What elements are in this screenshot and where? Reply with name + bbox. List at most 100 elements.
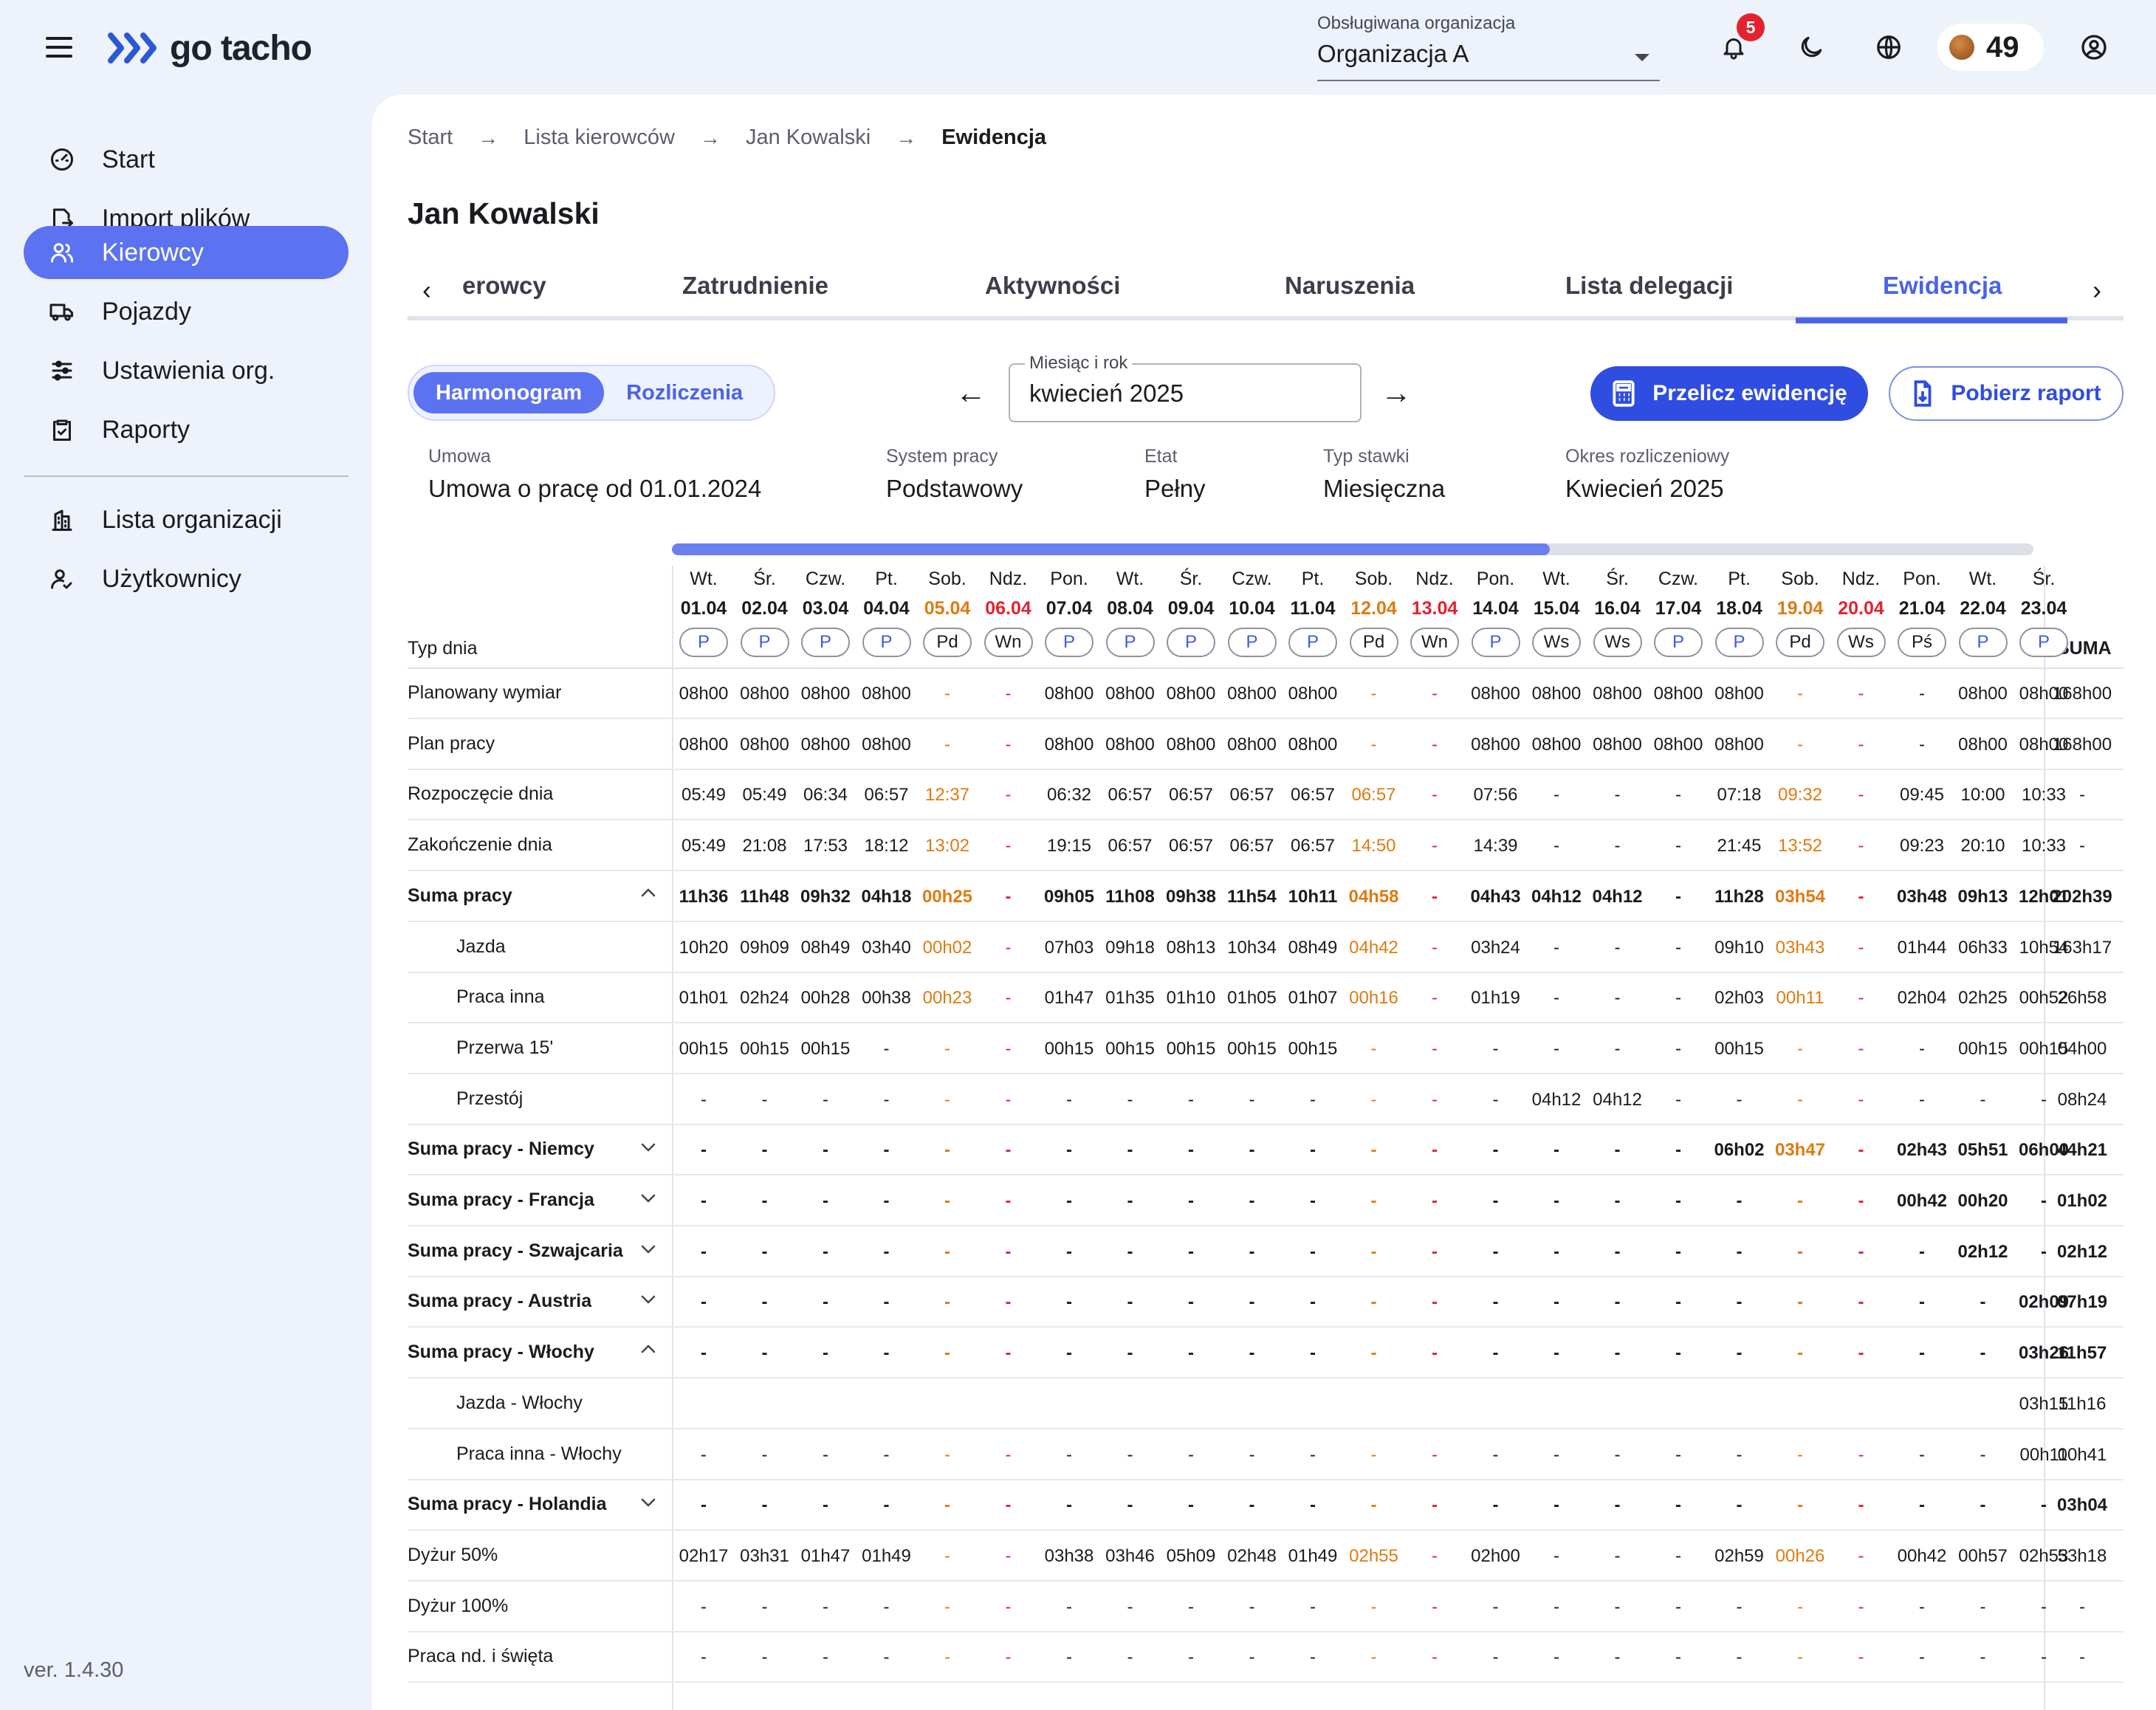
tab-lista-delegacji[interactable]: Lista delegacji bbox=[1565, 272, 1734, 299]
arrow-right-icon[interactable]: → bbox=[1381, 375, 1412, 410]
table-cell: - bbox=[1614, 1647, 1621, 1668]
day-type-pill[interactable]: P bbox=[740, 628, 789, 657]
account-button[interactable] bbox=[2073, 27, 2115, 68]
notifications-button[interactable] bbox=[1713, 27, 1754, 68]
tab-aktywnosci[interactable]: Aktywności bbox=[985, 272, 1121, 299]
arrow-left-icon[interactable]: ← bbox=[955, 375, 986, 410]
table-cell: 03h46 bbox=[1105, 1545, 1155, 1566]
chevron-down-icon[interactable] bbox=[638, 1188, 659, 1209]
table-cell: 06:57 bbox=[1229, 785, 1274, 806]
chevron-right-icon[interactable]: › bbox=[2093, 275, 2101, 305]
table-cell: 07:56 bbox=[1473, 785, 1518, 806]
table-row[interactable]: Suma pracy - Niemcy - - - - - - - - - - - - - - - - - 06h0… bbox=[408, 1125, 2124, 1176]
file-download-icon bbox=[1914, 380, 1932, 407]
day-type-pill[interactable]: P bbox=[1288, 628, 1337, 657]
rozliczenia-button[interactable]: Rozliczenia bbox=[626, 380, 744, 405]
chevron-down-icon[interactable] bbox=[638, 1239, 659, 1260]
table-cell: - bbox=[1614, 836, 1621, 856]
day-type-pill[interactable]: P bbox=[1045, 628, 1094, 657]
organization-select[interactable]: Obsługiwana organizacja Organizacja A bbox=[1317, 13, 1660, 81]
day-type-pill[interactable]: P bbox=[1227, 628, 1277, 657]
table-cell: - bbox=[1432, 1444, 1438, 1465]
chevron-left-icon[interactable]: ‹ bbox=[422, 275, 431, 305]
table-cell: 06h00 bbox=[2018, 1140, 2070, 1161]
day-type-pill[interactable]: P bbox=[1167, 628, 1215, 657]
coins-counter[interactable]: 49 bbox=[1937, 24, 2044, 71]
table-cell: - bbox=[1249, 1089, 1255, 1110]
day-type-pill[interactable]: Ws bbox=[1836, 628, 1886, 657]
sidebar-item-uzytkownicy[interactable]: Użytkownicy bbox=[24, 552, 349, 605]
dark-mode-button[interactable] bbox=[1791, 27, 1832, 68]
day-type-pill[interactable]: P bbox=[1714, 628, 1764, 657]
sidebar-item-kierowcy[interactable]: Kierowcy bbox=[24, 226, 349, 279]
table-cell: - bbox=[1675, 1140, 1681, 1161]
table-cell: - bbox=[1736, 1596, 1743, 1617]
table-cell: - bbox=[1614, 937, 1621, 958]
breadcrumb-driver[interactable]: Jan Kowalski bbox=[745, 126, 871, 149]
table-cell: - bbox=[944, 1596, 950, 1617]
download-report-button[interactable]: Pobierz raport bbox=[1889, 366, 2124, 421]
chevron-up-icon[interactable] bbox=[638, 1340, 659, 1361]
table-cell: 08h00 bbox=[679, 684, 729, 704]
table-cell: - bbox=[1432, 1191, 1438, 1211]
table-cell: - bbox=[701, 1343, 707, 1364]
table-cell: 08h13 bbox=[1166, 937, 1216, 958]
table-row[interactable]: Suma pracy - Szwajcaria - - - - - - - - - - - - - - - - -… bbox=[408, 1227, 2124, 1277]
day-type-pill[interactable]: Ws bbox=[1532, 628, 1581, 657]
tab-kierowcy[interactable]: erowcy bbox=[462, 272, 546, 299]
day-type-pill[interactable]: Pś bbox=[1898, 628, 1946, 657]
row-label: Jazda - Włochy bbox=[456, 1392, 583, 1413]
sidebar-item-start[interactable]: Start bbox=[24, 133, 349, 186]
sidebar-item-lista-organizacji[interactable]: Lista organizacji bbox=[24, 493, 349, 546]
day-date: 13.04 bbox=[1411, 598, 1458, 619]
day-type-pill[interactable]: P bbox=[1105, 628, 1155, 657]
table-cell: - bbox=[761, 1343, 768, 1364]
scrollbar-thumb[interactable] bbox=[672, 543, 1551, 555]
table-row[interactable]: Suma pracy 11h36 11h48 09h32 04h18 00h25 - 09h0… bbox=[408, 872, 2124, 922]
day-type-pill[interactable]: P bbox=[862, 628, 911, 657]
day-type-pill[interactable]: P bbox=[679, 628, 728, 657]
day-type-pill[interactable]: Pd bbox=[1776, 628, 1824, 657]
breadcrumb-lista-kierowcow[interactable]: Lista kierowców bbox=[523, 126, 675, 149]
table-row[interactable]: Suma pracy - Austria - - - - - - - - - - - - - - - - - - - -… bbox=[408, 1277, 2124, 1328]
day-type-pill[interactable]: Ws bbox=[1593, 628, 1642, 657]
table-cell: 00h52 bbox=[2019, 988, 2069, 1009]
table-row[interactable]: Suma pracy - Włochy - - - - - - - - - - - - - - - - - - - - -… bbox=[408, 1328, 2124, 1379]
moon-icon bbox=[1801, 36, 1822, 58]
day-type-pill[interactable]: Pd bbox=[923, 628, 972, 657]
recalculate-button[interactable]: Przelicz ewidencję bbox=[1590, 366, 1868, 421]
table-cell: 03h24 bbox=[1471, 937, 1520, 958]
tab-naruszenia[interactable]: Naruszenia bbox=[1285, 272, 1415, 299]
month-year-field[interactable]: Miesiąc i rok kwiecień 2025 bbox=[1009, 353, 1362, 422]
day-type-pill[interactable]: Wn bbox=[983, 628, 1033, 657]
harmonogram-button[interactable]: Harmonogram bbox=[413, 372, 605, 413]
day-type-pill[interactable]: Pd bbox=[1349, 628, 1398, 657]
table-cell: - bbox=[1736, 1647, 1743, 1668]
tab-ewidencja[interactable]: Ewidencja bbox=[1883, 272, 2002, 299]
day-type-pill[interactable]: P bbox=[1654, 628, 1703, 657]
menu-icon[interactable] bbox=[43, 32, 75, 62]
sidebar-item-pojazdy[interactable]: Pojazdy bbox=[24, 285, 349, 338]
chevron-down-icon[interactable] bbox=[638, 1492, 659, 1513]
table-cell: - bbox=[1797, 1241, 1803, 1262]
tab-zatrudnienie[interactable]: Zatrudnienie bbox=[682, 272, 829, 299]
day-type-pill[interactable]: P bbox=[801, 628, 850, 657]
table-row[interactable]: Suma pracy - Francja - - - - - - - - - - - - - - - - - - - -… bbox=[408, 1176, 2124, 1226]
table-cell: - bbox=[1614, 1343, 1621, 1364]
day-type-pill[interactable]: P bbox=[1471, 628, 1520, 657]
horizontal-scrollbar[interactable] bbox=[672, 543, 2033, 555]
chevron-up-icon[interactable] bbox=[638, 884, 659, 904]
day-type-pill[interactable]: P bbox=[2019, 628, 2068, 657]
sidebar-item-raporty[interactable]: Raporty bbox=[24, 403, 349, 456]
day-type-pill[interactable]: P bbox=[1958, 628, 2008, 657]
language-button[interactable] bbox=[1868, 27, 1909, 68]
table-cell: - bbox=[1127, 1191, 1133, 1211]
sidebar-item-ustawienia[interactable]: Ustawienia org. bbox=[24, 344, 349, 397]
chevron-down-icon[interactable] bbox=[638, 1137, 659, 1158]
day-type-pill[interactable]: Wn bbox=[1410, 628, 1459, 657]
chevron-down-icon[interactable] bbox=[638, 1289, 659, 1310]
breadcrumb-start[interactable]: Start bbox=[408, 126, 453, 149]
table-row[interactable]: Suma pracy - Holandia - - - - - - - - - - - - - - - - - - -… bbox=[408, 1480, 2124, 1531]
logo[interactable]: go tacho bbox=[108, 22, 312, 74]
sidebar-item-label: Raporty bbox=[102, 415, 190, 444]
